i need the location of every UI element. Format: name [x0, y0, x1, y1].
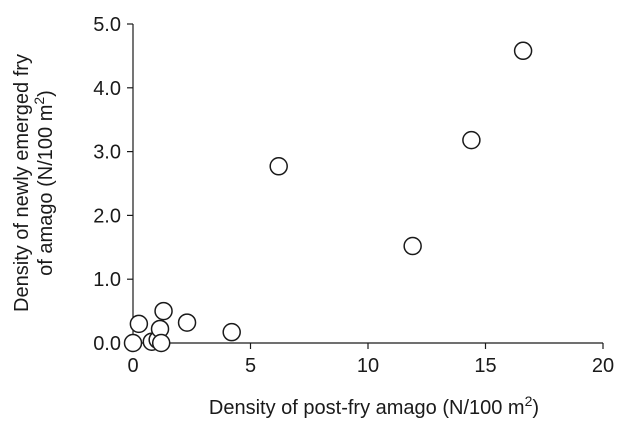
data-point	[269, 157, 288, 176]
x-axis: 0 5 10 15 20	[127, 342, 614, 377]
x-tick-label: 10	[357, 355, 379, 377]
x-tick-label: 0	[127, 355, 138, 377]
data-point	[513, 41, 533, 61]
y-tick-label: 4.0	[93, 78, 121, 100]
data-point	[177, 313, 197, 332]
y-tick-label: 5.0	[93, 14, 121, 36]
x-tick-label: 20	[592, 355, 614, 377]
data-point	[123, 333, 143, 353]
data-point	[403, 236, 422, 256]
y-axis-title-line2: of amago (N/100 m2)	[31, 90, 57, 276]
data-point	[462, 130, 481, 150]
y-tick-label: 0.0	[93, 333, 121, 355]
data-point	[154, 301, 173, 321]
x-ticks: 0 5 10 15 20	[127, 343, 614, 377]
y-tick-label: 2.0	[93, 205, 121, 227]
data-point	[222, 322, 241, 342]
y-axis: 0.0 1.0 2.0 3.0 4.0 5.0	[93, 14, 134, 355]
data-point	[129, 314, 149, 334]
y-axis-title-line1: Density of newly emerged fry	[11, 54, 33, 312]
x-tick-label: 5	[245, 355, 256, 377]
data-points	[123, 41, 533, 353]
y-axis-title: Density of newly emerged fry of amago (N…	[11, 54, 57, 312]
x-axis-title: Density of post-fry amago (N/100 m2)	[209, 393, 539, 419]
y-tick-label: 3.0	[93, 142, 121, 164]
y-tick-label: 1.0	[93, 269, 121, 291]
y-ticks: 0.0 1.0 2.0 3.0 4.0 5.0	[93, 14, 133, 355]
data-point	[151, 333, 171, 353]
x-tick-label: 15	[474, 355, 496, 377]
